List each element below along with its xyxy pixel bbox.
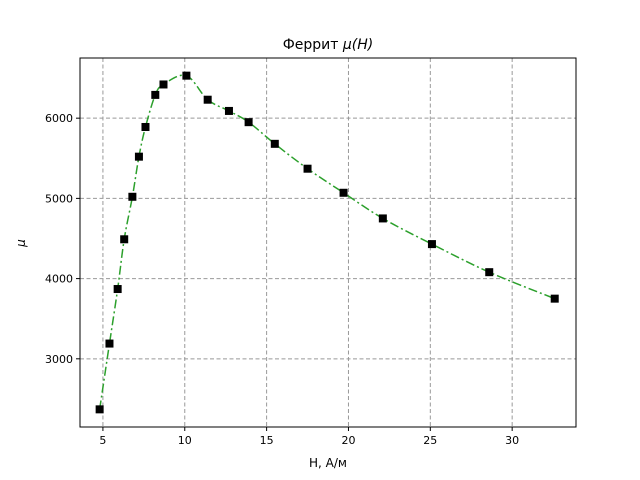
data-point-marker [270,139,279,148]
series-layer [95,71,559,414]
data-point-marker [113,285,122,294]
y-axis-label: μ [14,239,28,248]
data-point-marker [159,80,168,89]
x-tick-label: 30 [505,434,519,447]
data-point-marker [303,164,312,173]
data-point-marker [244,118,253,127]
chart-title: Феррит μ(H) [283,37,374,53]
x-tick-label: 10 [178,434,192,447]
data-point-marker [151,90,160,99]
data-point-marker [485,268,494,277]
data-point-marker [134,152,143,161]
data-point-marker [182,71,191,80]
chart-title-prefix: Феррит [283,37,343,53]
data-point-marker [378,214,387,223]
data-point-marker [120,235,129,244]
y-tick-label: 6000 [45,112,73,125]
x-tick-label: 15 [260,434,274,447]
data-point-marker [550,294,559,303]
grid-layer [80,58,576,427]
data-point-marker [105,339,114,348]
y-tick-label: 5000 [45,192,73,205]
data-point-marker [95,405,104,414]
data-point-marker [339,188,348,197]
data-point-marker [203,95,212,104]
data-point-marker [141,122,150,131]
tick-layer: 5 10 15 20 25 30 3000 4000 5000 6000 [45,112,519,447]
chart-title-math: μ(H) [342,37,373,53]
x-tick-label: 20 [341,434,355,447]
y-tick-label: 3000 [45,353,73,366]
x-tick-label: 5 [99,434,106,447]
y-tick-label: 4000 [45,273,73,286]
data-point-marker [427,240,436,249]
plot-frame [79,57,577,428]
data-point-marker [128,192,137,201]
x-axis-label: H, А/м [309,456,347,470]
data-point-marker [224,106,233,115]
x-tick-label: 25 [423,434,437,447]
